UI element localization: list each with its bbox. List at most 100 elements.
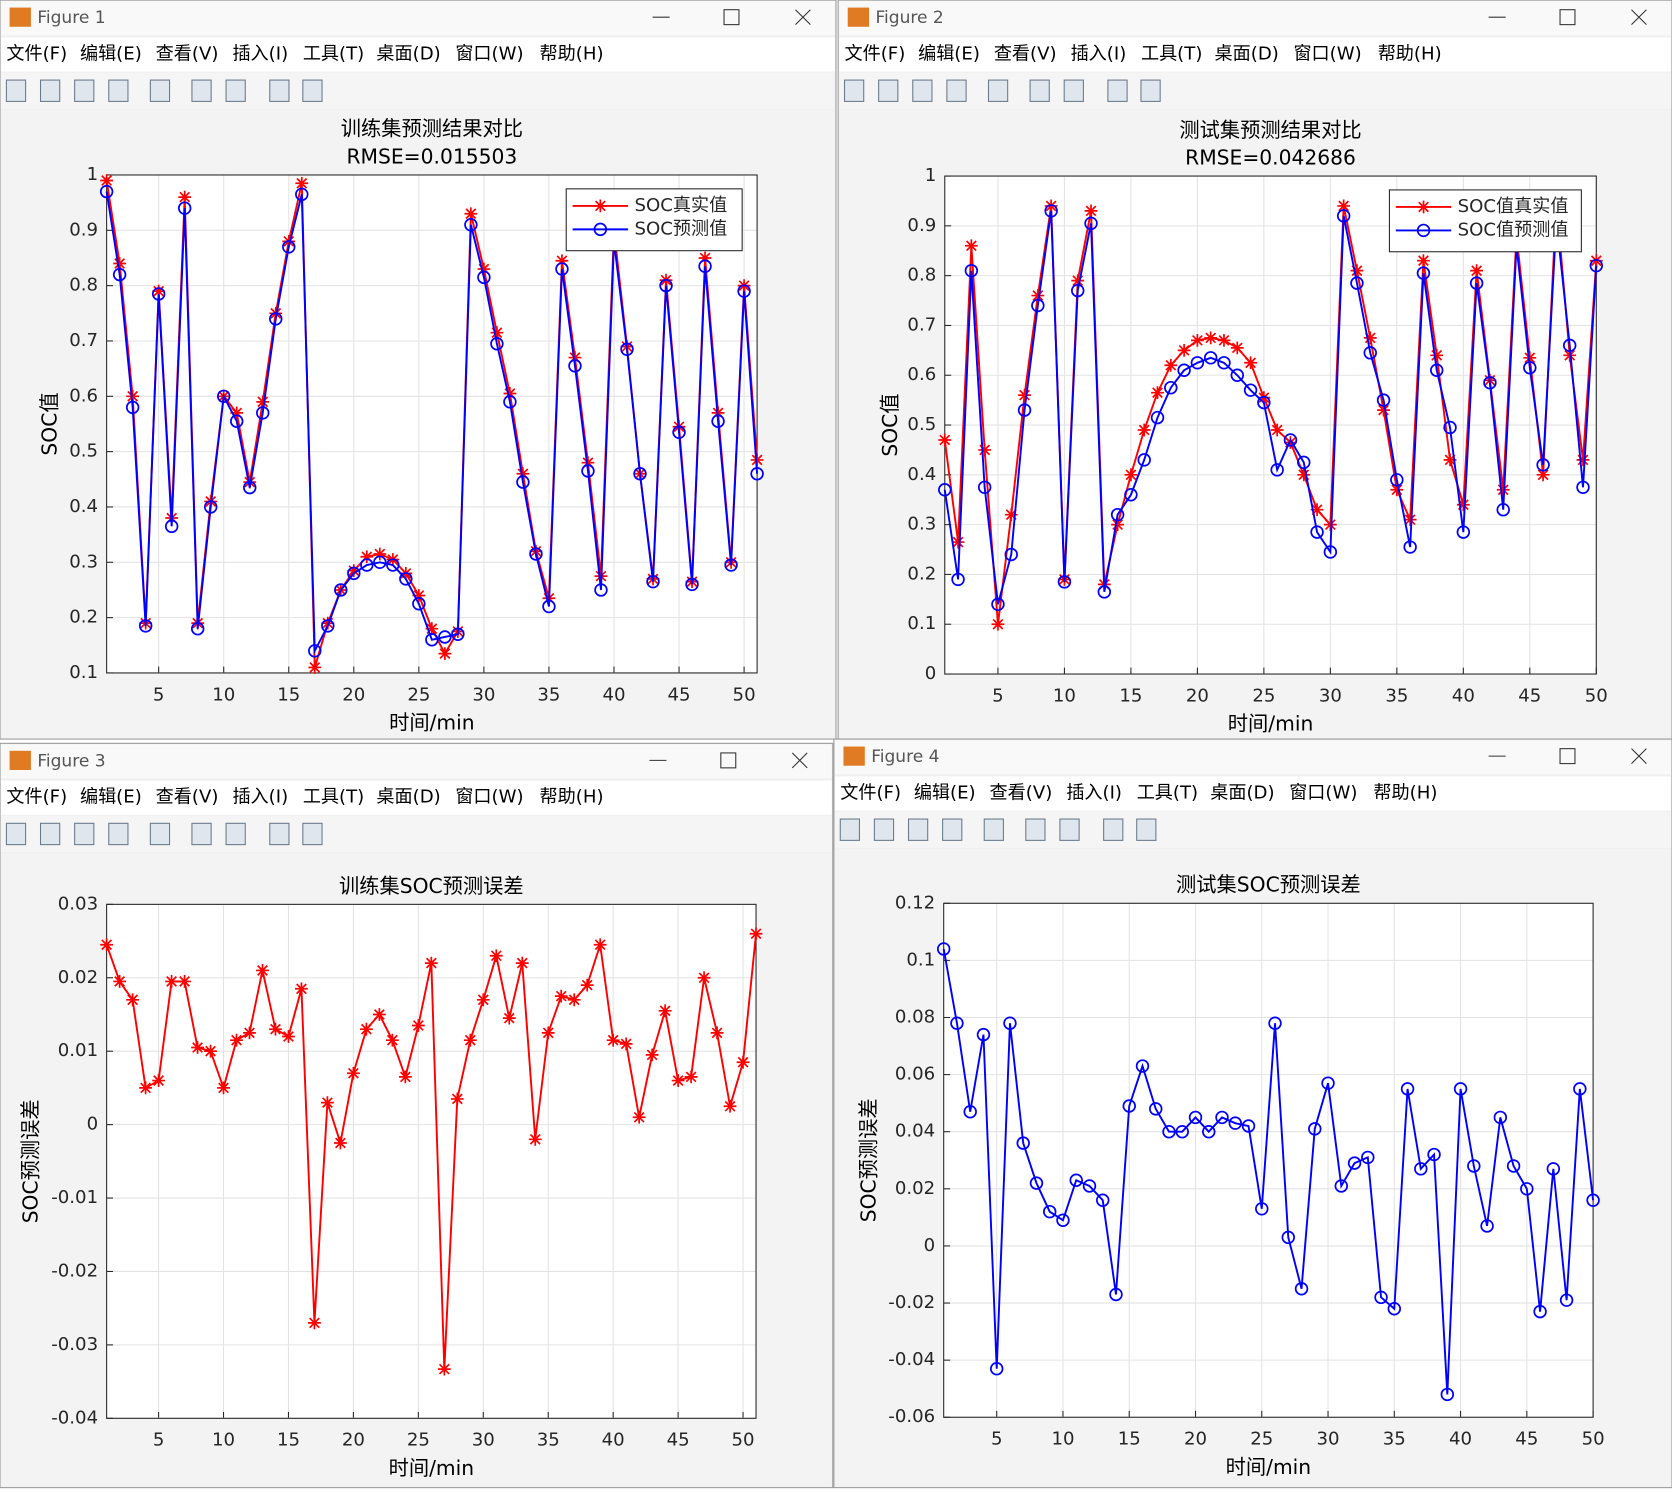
toolbar-button[interactable] [1063,79,1084,102]
toolbar-button[interactable] [108,79,129,102]
data-point [1523,361,1537,375]
y-tick-label: 0.01 [58,1040,98,1061]
close-button[interactable] [1631,9,1647,26]
menu-item[interactable]: 查看(V) [156,787,219,808]
data-point [216,389,231,404]
toolbar-button[interactable] [108,822,129,846]
toolbar-button[interactable] [74,822,95,846]
toolbar-button[interactable] [74,79,95,102]
menu-item[interactable]: 查看(V) [156,43,219,64]
data-point [1137,423,1151,437]
menu-item[interactable]: 编辑(E) [918,43,980,64]
close-button[interactable] [795,9,811,26]
menu-item[interactable]: 编辑(E) [80,43,142,64]
close-button[interactable] [791,752,808,769]
menu-item[interactable]: 桌面(D) [376,787,440,808]
menu-item[interactable]: 桌面(D) [1215,43,1279,64]
x-axis-label: 时间/min [389,711,475,735]
data-point [295,187,309,202]
chart-title: 测试集SOC预测误差 [1176,873,1361,897]
toolbar-button[interactable] [191,822,212,846]
menu-item[interactable]: 工具(T) [303,787,364,808]
x-tick-label: 30 [1317,1429,1340,1450]
data-point [1523,351,1537,365]
toolbar-button[interactable] [149,79,171,102]
y-tick-label: -0.02 [51,1260,98,1281]
menu-item[interactable]: 编辑(E) [914,782,976,803]
data-point [976,1027,991,1042]
x-tick-label: 50 [1582,1429,1605,1450]
menu-item[interactable]: 工具(T) [1141,43,1202,64]
menu-item[interactable]: 窗口(W) [1293,43,1361,64]
menu-item[interactable]: 插入(I) [1071,43,1127,64]
menu-item[interactable]: 桌面(D) [376,43,440,64]
toolbar-button[interactable] [269,822,290,846]
toolbar-button[interactable] [39,822,61,846]
toolbar-button[interactable] [225,822,246,846]
toolbar-button[interactable] [5,79,27,102]
maximize-button[interactable] [723,9,740,26]
toolbar-button[interactable] [987,79,1009,102]
window-title: Figure 2 [875,8,943,28]
toolbar-button[interactable] [1107,79,1128,102]
menu-item[interactable]: 帮助(H) [540,43,604,64]
menu-item[interactable]: 工具(T) [1137,782,1198,803]
toolbar-button[interactable] [39,79,61,102]
data-point [1443,420,1457,435]
menu-item[interactable]: 插入(I) [232,43,288,64]
menu-item[interactable]: 文件(F) [845,43,906,64]
menu-item[interactable]: 文件(F) [6,43,67,64]
menu-item[interactable]: 插入(I) [1066,782,1122,803]
data-point [938,483,952,497]
menu-item[interactable]: 查看(V) [994,43,1057,64]
menu-item[interactable]: 插入(I) [232,787,288,808]
data-point [711,414,725,428]
legend-marker [593,222,608,237]
toolbar-button[interactable] [1136,818,1157,841]
menu-item[interactable]: 窗口(W) [455,43,523,64]
menu-item[interactable]: 查看(V) [990,782,1053,803]
toolbar-button[interactable] [302,79,323,102]
toolbar-button[interactable] [946,79,967,102]
data-point [1400,1082,1415,1096]
toolbar-button[interactable] [1059,818,1080,841]
menu-item[interactable]: 工具(T) [303,43,364,64]
menu-item[interactable]: 帮助(H) [1378,43,1442,64]
toolbar-button[interactable] [269,79,290,102]
menu-item[interactable]: 帮助(H) [1373,782,1437,803]
toolbar-button[interactable] [942,818,963,841]
menu-item[interactable]: 窗口(W) [1289,782,1357,803]
toolbar-button[interactable] [983,818,1004,841]
toolbar-button[interactable] [1029,79,1050,102]
menu-item[interactable]: 桌面(D) [1210,782,1274,803]
title-bar [1,1,835,36]
menu-item[interactable]: 窗口(W) [455,787,523,808]
toolbar-button[interactable] [225,79,246,102]
data-point [951,535,965,549]
y-tick-label: 0.03 [58,893,98,914]
toolbar-button[interactable] [873,818,895,841]
toolbar-button[interactable] [839,818,860,841]
maximize-button[interactable] [720,752,737,769]
menu-item[interactable]: 帮助(H) [540,787,604,808]
maximize-button[interactable] [1559,748,1576,765]
toolbar-button[interactable] [149,822,171,846]
menu-item[interactable]: 文件(F) [6,787,67,808]
data-point [593,938,607,952]
menu-item[interactable]: 编辑(E) [80,787,142,808]
toolbar-button[interactable] [843,79,865,102]
data-point [411,1019,425,1032]
toolbar-button[interactable] [1025,818,1046,841]
toolbar-button[interactable] [1103,818,1124,841]
toolbar-button[interactable] [5,822,27,846]
toolbar-button[interactable] [302,822,323,846]
toolbar-button[interactable] [907,818,929,841]
toolbar-button[interactable] [191,79,212,102]
close-button[interactable] [1631,748,1647,764]
toolbar-button[interactable] [878,79,899,102]
maximize-button[interactable] [1559,9,1576,26]
toolbar-button[interactable] [912,79,933,102]
menu-item[interactable]: 文件(F) [840,782,901,803]
toolbar-button[interactable] [1140,79,1161,102]
data-point [542,599,556,614]
